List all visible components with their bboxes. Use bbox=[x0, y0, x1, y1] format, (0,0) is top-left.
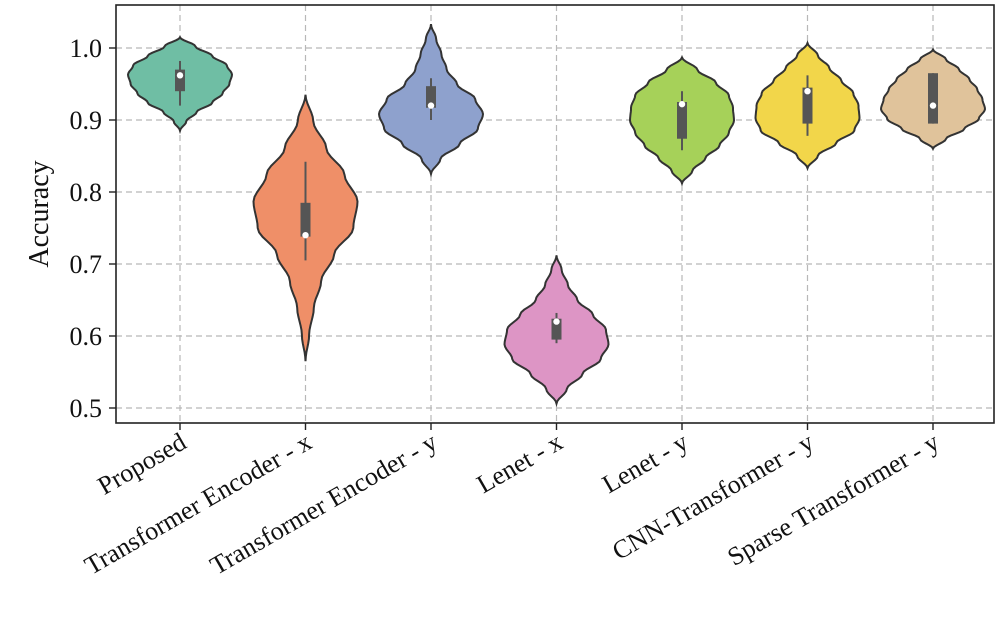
plot-frame bbox=[115, 4, 995, 424]
violin-iqr-box bbox=[426, 86, 436, 108]
violin-median-point bbox=[302, 232, 309, 239]
violin-group bbox=[252, 94, 359, 362]
y-tick-label: 0.8 bbox=[70, 178, 103, 207]
y-tick-label: 0.5 bbox=[70, 394, 103, 423]
y-tick-label: 0.9 bbox=[70, 106, 103, 135]
x-tick-label: Sparse Transformer - y bbox=[722, 427, 944, 572]
y-tick-label: 0.6 bbox=[70, 322, 103, 351]
x-tick-label: Transformer Encoder - y bbox=[205, 427, 442, 581]
violin-median-point bbox=[176, 72, 184, 79]
x-tick-label: Lenet - x bbox=[472, 427, 568, 499]
violin-iqr-box bbox=[175, 69, 185, 92]
violin-group bbox=[126, 35, 234, 135]
violin-median-point bbox=[804, 88, 811, 95]
violin-iqr-box bbox=[928, 73, 938, 124]
violin-iqr-box bbox=[677, 102, 687, 139]
violin-group bbox=[754, 40, 861, 171]
y-tick-label: 0.7 bbox=[70, 250, 103, 279]
y-axis-label: Accuracy bbox=[24, 160, 55, 267]
y-axis-ticks: 0.5 0.6 0.7 0.8 0.9 1.0 bbox=[70, 34, 116, 423]
y-tick-label: 1.0 bbox=[70, 34, 103, 63]
violins bbox=[126, 24, 987, 407]
x-tick-label: Lenet - y bbox=[597, 427, 693, 499]
violin-iqr-box bbox=[802, 87, 813, 124]
violin-group bbox=[503, 255, 610, 407]
x-tick-label: CNN-Transformer - y bbox=[607, 427, 818, 566]
violin-median-point bbox=[427, 102, 435, 109]
violin-median-point bbox=[553, 318, 560, 325]
violin-median-point bbox=[678, 100, 686, 108]
x-tick-label: Transformer Encoder - x bbox=[80, 427, 317, 581]
violin-group bbox=[628, 55, 736, 187]
violin-group bbox=[879, 47, 987, 151]
violin-iqr-box bbox=[300, 202, 311, 237]
violin-group bbox=[377, 24, 485, 178]
violin-iqr-box bbox=[551, 318, 562, 340]
violin-median-point bbox=[929, 102, 937, 109]
x-tick-label: Proposed bbox=[93, 427, 191, 501]
